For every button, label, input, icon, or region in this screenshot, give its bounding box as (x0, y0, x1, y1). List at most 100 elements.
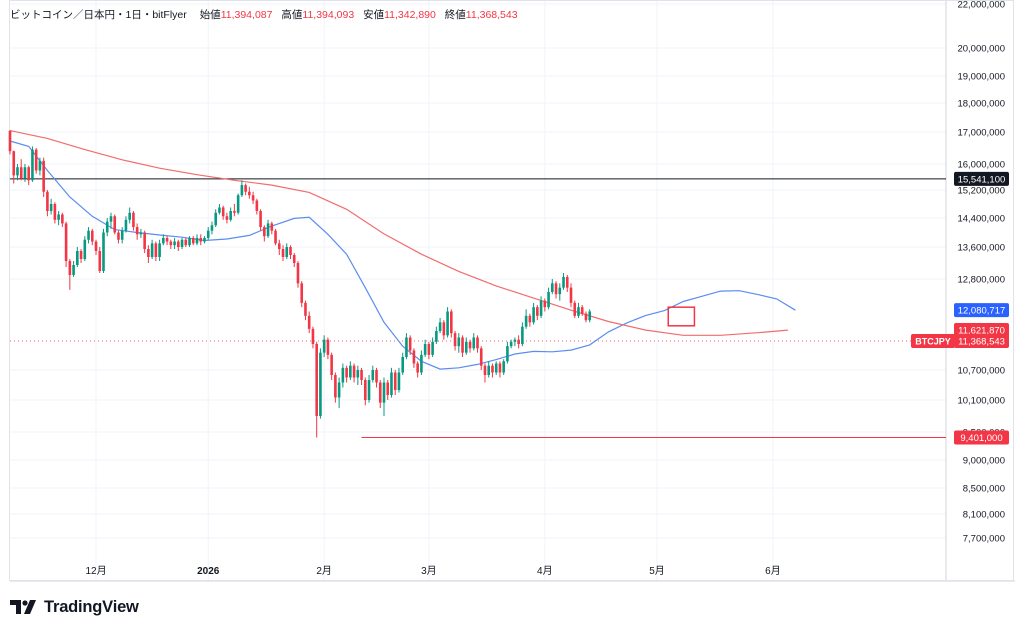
candle-body (195, 237, 199, 244)
candle-body (412, 350, 416, 364)
candle-body (562, 277, 565, 288)
candle-body (281, 249, 285, 257)
indicator-price-label-bg (954, 303, 1009, 318)
level-price-label: 9,401,000 (960, 433, 1002, 444)
symbol-title[interactable]: ビットコイン／日本円・1日・bitFlyer (10, 9, 187, 21)
candle-body (210, 225, 214, 231)
price-tick-label: 10,700,000 (957, 366, 1005, 377)
candle-body (169, 241, 173, 246)
candle-body (296, 263, 300, 284)
candle-body (431, 341, 434, 355)
candle-body (289, 247, 292, 255)
candle-body (509, 341, 513, 347)
candle-body (375, 370, 378, 383)
candle-body (206, 230, 210, 238)
close-value: 11,368,543 (465, 9, 518, 21)
candle-body (457, 337, 461, 347)
time-tick-label: 2026 (197, 566, 220, 577)
price-tick-label: 8,500,000 (963, 484, 1005, 495)
candle-body (551, 283, 554, 292)
candle-body (319, 352, 322, 416)
time-tick-label: 5月 (649, 565, 665, 577)
price-tick-label: 19,000,000 (957, 72, 1005, 83)
tradingview-logo[interactable]: TradingView (10, 596, 139, 618)
candle-body (105, 221, 109, 233)
candle-body (16, 167, 19, 176)
candle-body (386, 382, 390, 395)
candle-body (468, 341, 472, 349)
candle-body (8, 130, 12, 152)
open-value: 11,394,087 (220, 9, 273, 21)
candle-body (528, 315, 532, 323)
candle-body (90, 230, 94, 242)
candle-body (214, 212, 217, 226)
last-price-label-bg (954, 334, 1009, 349)
price-tick-label: 22,000,000 (957, 0, 1005, 11)
open-label: 始値 (199, 9, 221, 21)
candle-body (304, 302, 307, 316)
candle-body (416, 363, 419, 373)
candle-body (573, 302, 577, 316)
price-tick-label: 8,100,000 (963, 510, 1005, 521)
candle-body (218, 207, 221, 213)
candle-body (491, 365, 494, 373)
candle-body (274, 230, 277, 244)
candle-body (263, 227, 266, 237)
candle-body (382, 382, 386, 403)
candle-body (12, 151, 16, 176)
candle-body (577, 307, 580, 316)
time-tick-label: 3月 (421, 565, 437, 577)
candle-body (401, 357, 404, 373)
price-tick-label: 18,000,000 (957, 99, 1005, 110)
candle-body (83, 239, 87, 259)
candle-body (150, 243, 154, 257)
candle-body (558, 287, 562, 295)
candle-body (479, 348, 483, 366)
chart-border (9, 0, 1014, 581)
candle-body (300, 283, 304, 303)
candle-body (337, 382, 341, 398)
candle-body (513, 339, 517, 342)
candle-body (240, 185, 244, 196)
candle-body (472, 337, 476, 349)
candle-body (532, 307, 535, 323)
candle-body (565, 277, 569, 288)
candle-body (498, 363, 502, 373)
candle-body (539, 300, 543, 316)
symbol-tag-bg (911, 334, 955, 349)
candle-body (450, 311, 453, 334)
candle-body (38, 160, 42, 171)
candle-body (315, 344, 318, 416)
candle-body (584, 313, 588, 321)
candle-body (248, 191, 251, 196)
candle-body (53, 204, 57, 220)
candle-body (173, 241, 176, 246)
candle-body (94, 241, 98, 251)
price-tick-label: 12,800,000 (957, 275, 1005, 286)
candle-body (109, 216, 113, 222)
candle-body (420, 354, 423, 373)
candle-body (405, 337, 408, 357)
candle-body (236, 195, 240, 213)
candle-body (117, 232, 120, 240)
time-axis[interactable]: 12月 2026 2月 3月 4月 5月 6月 (85, 565, 780, 577)
candle-body (165, 237, 169, 242)
candle-body (49, 204, 53, 211)
candle-body (191, 237, 195, 244)
time-tick-label: 6月 (765, 565, 781, 577)
symbol-tag: BTCJPY (915, 337, 951, 347)
candle-body (483, 365, 487, 375)
candle-body (580, 307, 584, 314)
candle-body (251, 195, 255, 201)
candle-body (135, 227, 139, 235)
candle-body (233, 211, 236, 213)
price-tick-label: 14,400,000 (957, 214, 1005, 225)
price-tick-label: 10,100,000 (957, 396, 1005, 407)
annotations (667, 306, 696, 327)
candle-body (330, 354, 333, 375)
candle-body (19, 167, 23, 179)
candle-body (334, 375, 337, 398)
candle-body (341, 367, 345, 383)
